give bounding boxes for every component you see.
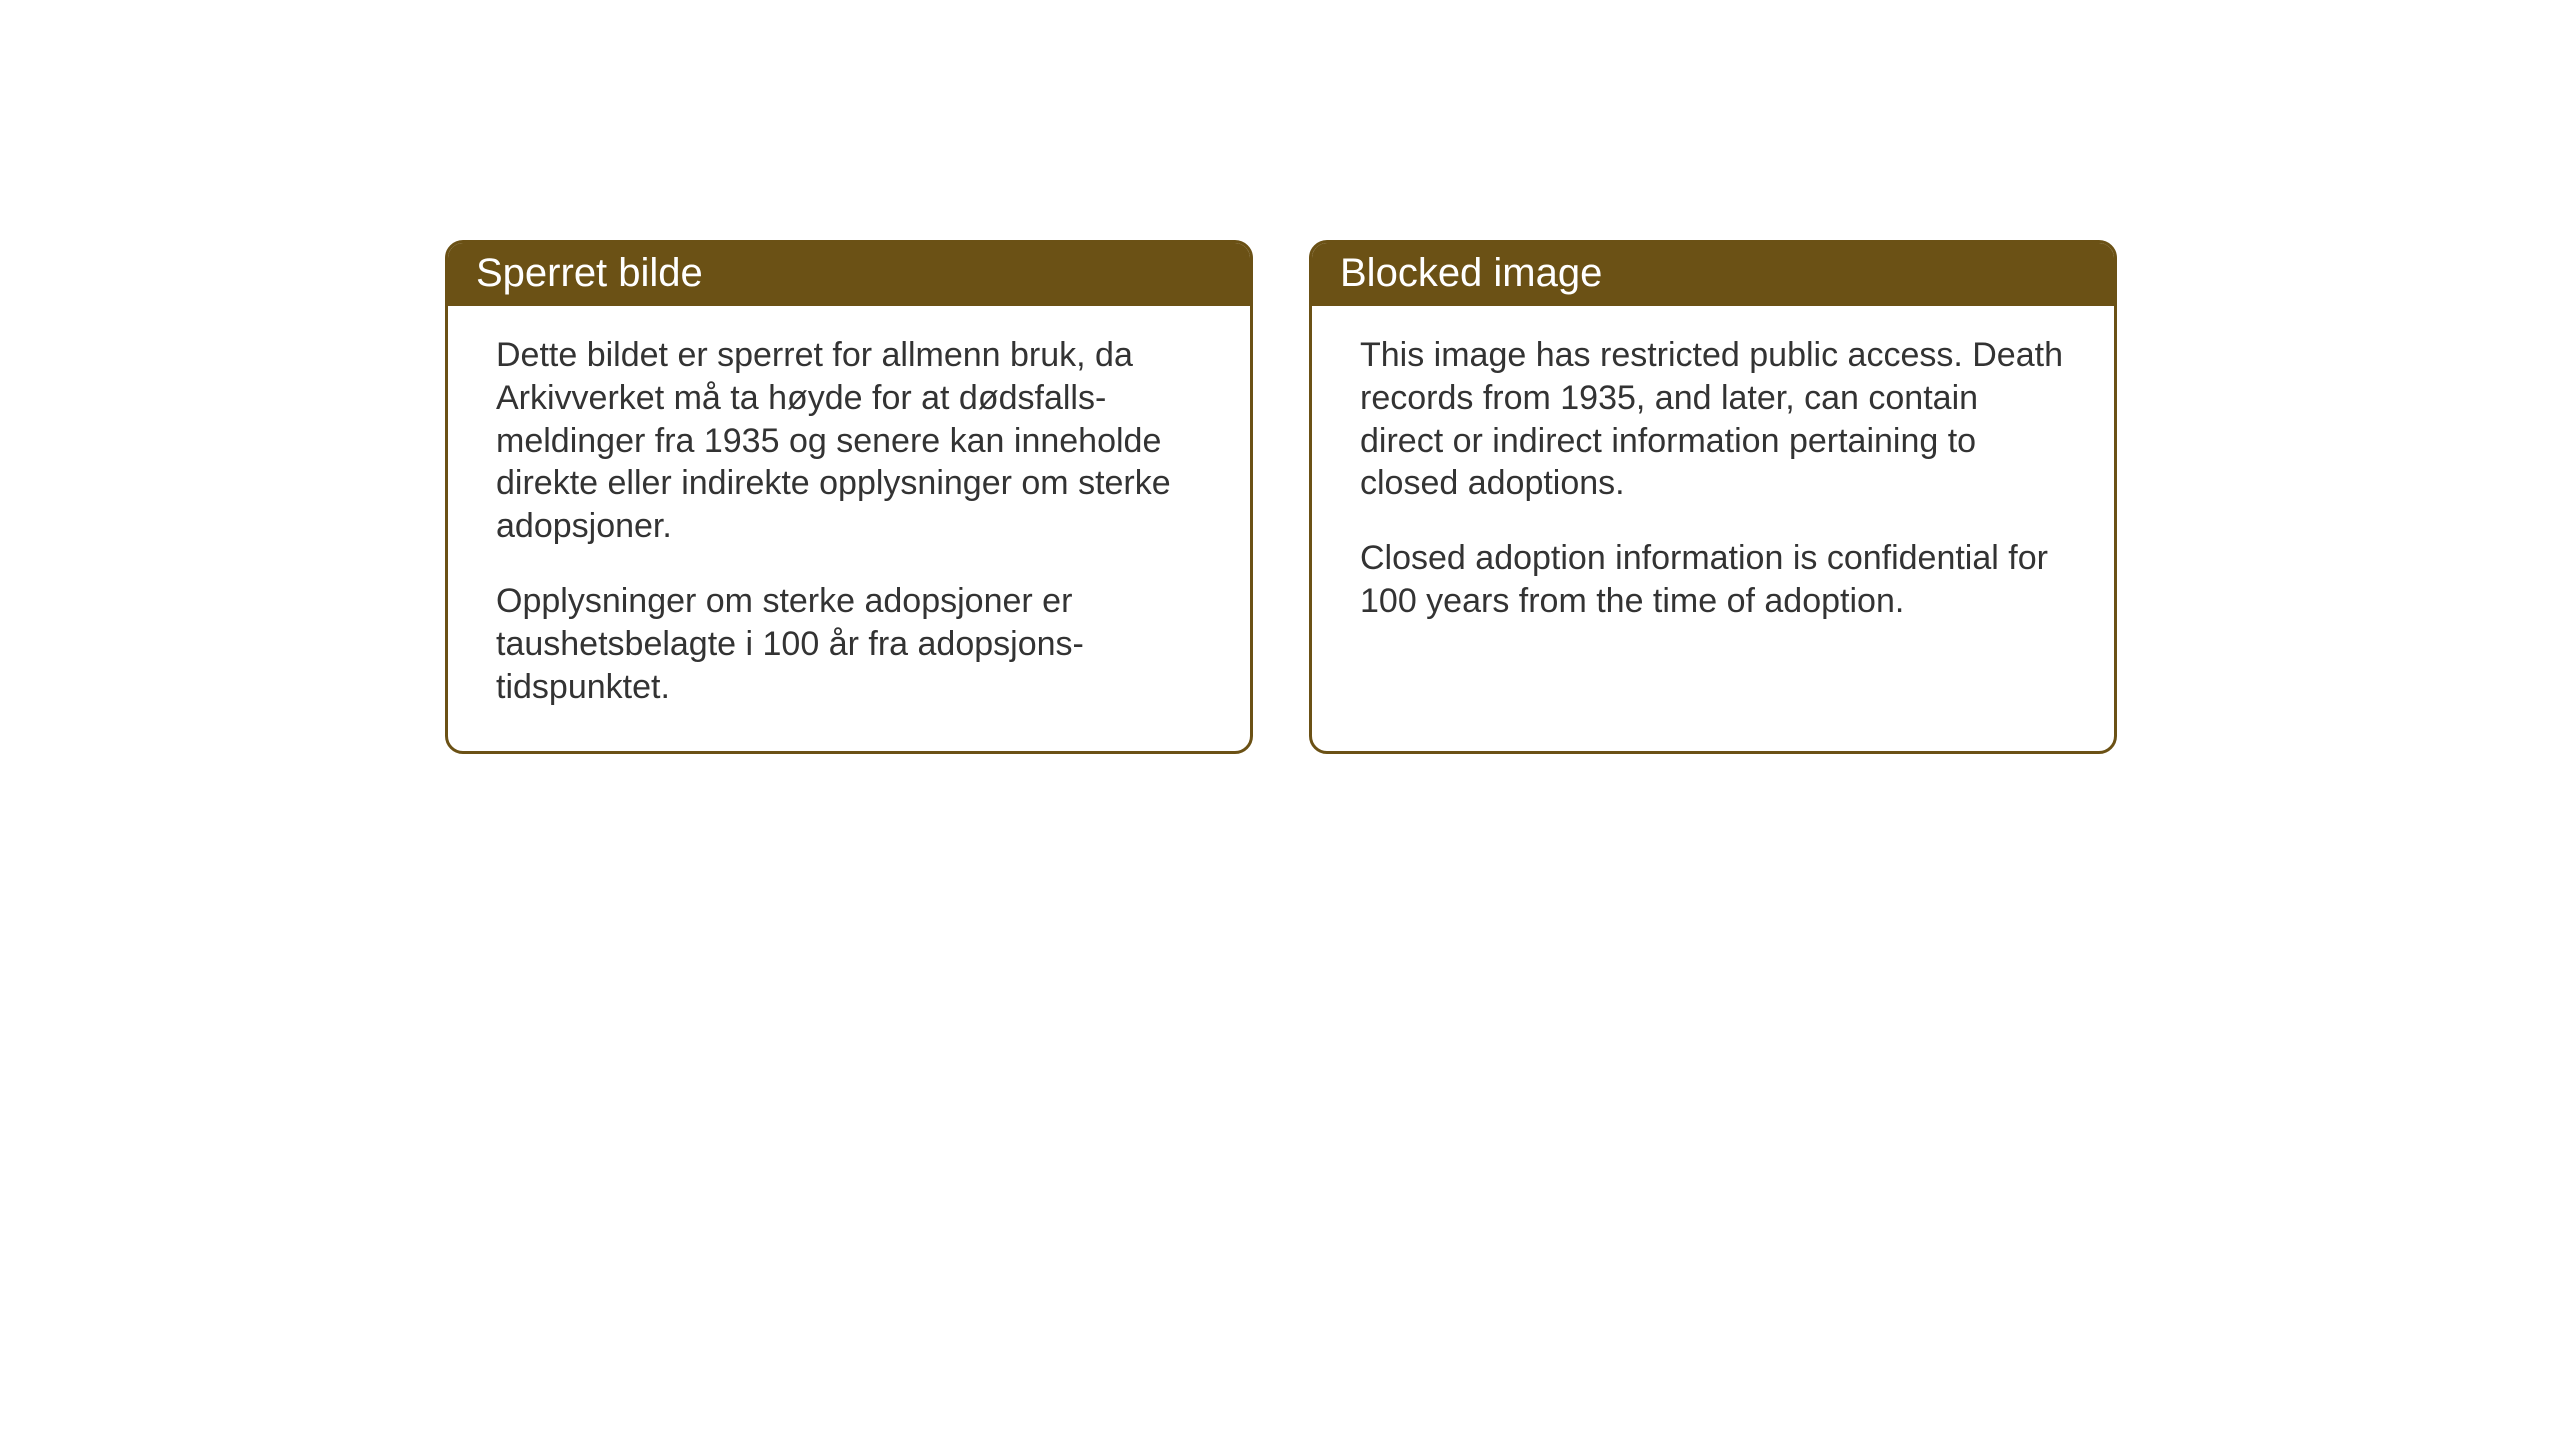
card-paragraph-2: Closed adoption information is confident…	[1360, 537, 2066, 623]
notice-cards-container: Sperret bilde Dette bildet er sperret fo…	[445, 240, 2117, 754]
card-paragraph-2: Opplysninger om sterke adopsjoner er tau…	[496, 580, 1202, 708]
card-paragraph-1: Dette bildet er sperret for allmenn bruk…	[496, 334, 1202, 548]
card-title: Sperret bilde	[476, 251, 703, 295]
card-header-norwegian: Sperret bilde	[448, 243, 1250, 306]
card-header-english: Blocked image	[1312, 243, 2114, 306]
card-title: Blocked image	[1340, 251, 1602, 295]
notice-card-english: Blocked image This image has restricted …	[1309, 240, 2117, 754]
card-paragraph-1: This image has restricted public access.…	[1360, 334, 2066, 505]
card-body-english: This image has restricted public access.…	[1312, 306, 2114, 744]
notice-card-norwegian: Sperret bilde Dette bildet er sperret fo…	[445, 240, 1253, 754]
card-body-norwegian: Dette bildet er sperret for allmenn bruk…	[448, 306, 1250, 751]
